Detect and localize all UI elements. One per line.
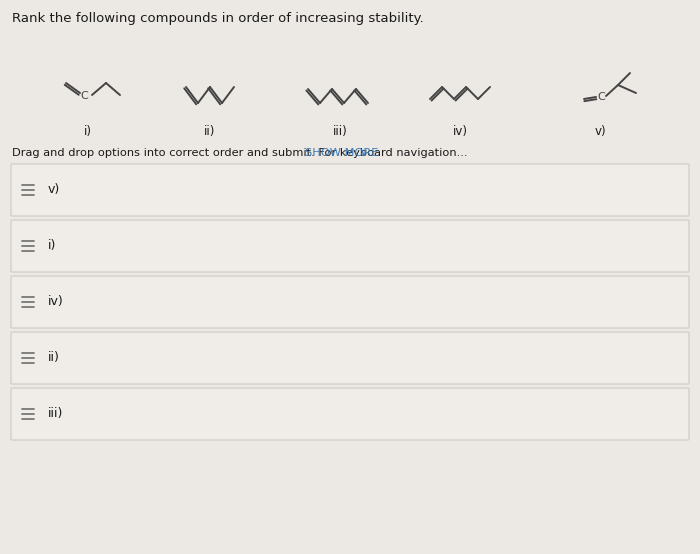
Text: SHOW MORE: SHOW MORE [305,148,379,158]
FancyBboxPatch shape [11,388,689,440]
Text: iv): iv) [452,125,468,138]
Text: v): v) [594,125,606,138]
Text: C: C [597,92,605,102]
FancyBboxPatch shape [11,332,689,384]
Text: C: C [80,91,88,101]
Text: i): i) [84,125,92,138]
FancyBboxPatch shape [11,276,689,328]
Text: v): v) [48,183,60,197]
Text: i): i) [48,239,57,253]
Text: ∨: ∨ [360,148,368,158]
Text: iii): iii) [332,125,347,138]
Text: ii): ii) [48,351,60,365]
FancyBboxPatch shape [11,220,689,272]
Text: ii): ii) [204,125,216,138]
Text: Rank the following compounds in order of increasing stability.: Rank the following compounds in order of… [12,12,423,25]
Text: iv): iv) [48,295,64,309]
Text: Drag and drop options into correct order and submit. For keyboard navigation...: Drag and drop options into correct order… [12,148,468,158]
FancyBboxPatch shape [11,164,689,216]
Text: iii): iii) [48,408,64,420]
